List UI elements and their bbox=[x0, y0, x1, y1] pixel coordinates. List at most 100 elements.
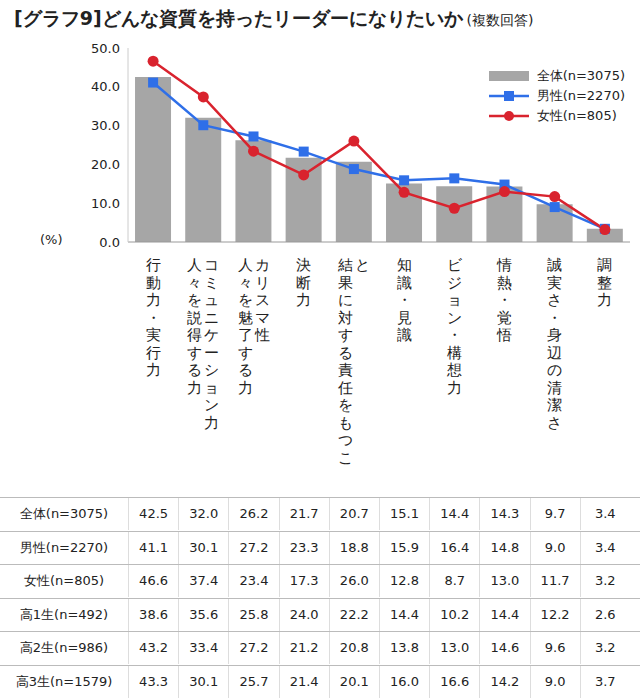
svg-text:ビ: ビ bbox=[447, 256, 463, 274]
svg-text:整: 整 bbox=[597, 274, 612, 292]
svg-text:悟: 悟 bbox=[496, 326, 512, 344]
svg-text:こ: こ bbox=[338, 449, 353, 467]
svg-text:力: 力 bbox=[597, 291, 612, 309]
svg-text:シ: シ bbox=[204, 361, 219, 379]
html-text:26.2: 26.2 bbox=[239, 506, 269, 522]
svg-text:る: る bbox=[238, 361, 253, 379]
svg-text:マ: マ bbox=[255, 309, 270, 327]
html-text:21.7: 21.7 bbox=[289, 506, 319, 522]
svg-text:・: ・ bbox=[497, 291, 512, 309]
svg-text:性: 性 bbox=[254, 326, 270, 344]
svg-text:る: る bbox=[338, 344, 353, 362]
svg-text:ケ: ケ bbox=[204, 326, 219, 344]
svg-text:行: 行 bbox=[146, 256, 161, 274]
svg-text:潔: 潔 bbox=[547, 396, 562, 414]
svg-text:ュ: ュ bbox=[204, 291, 219, 309]
svg-text:人: 人 bbox=[187, 256, 202, 274]
svg-text:力: 力 bbox=[204, 414, 219, 432]
svg-text:説: 説 bbox=[187, 309, 202, 327]
svg-text:50.0: 50.0 bbox=[91, 41, 120, 56]
svg-text:ン: ン bbox=[447, 309, 462, 327]
svg-text:0.0: 0.0 bbox=[99, 235, 120, 250]
svg-text:身: 身 bbox=[547, 326, 562, 344]
svg-text:を: を bbox=[238, 291, 253, 309]
svg-text:を: を bbox=[338, 396, 353, 414]
svg-text:行: 行 bbox=[146, 344, 161, 362]
svg-text:30.0: 30.0 bbox=[91, 118, 120, 133]
html-text:20.7: 20.7 bbox=[339, 506, 369, 522]
svg-text:想: 想 bbox=[446, 361, 462, 379]
svg-text:・: ・ bbox=[146, 309, 161, 327]
svg-text:す: す bbox=[187, 344, 202, 362]
svg-text:る: る bbox=[187, 361, 202, 379]
svg-text:さ: さ bbox=[547, 291, 562, 309]
svg-text:つ: つ bbox=[338, 431, 353, 449]
svg-text:も: も bbox=[338, 414, 353, 432]
svg-text:清: 清 bbox=[547, 379, 562, 397]
svg-text:識: 識 bbox=[397, 326, 412, 344]
svg-text:力: 力 bbox=[447, 379, 462, 397]
svg-text:任: 任 bbox=[337, 379, 353, 397]
svg-text:さ: さ bbox=[547, 414, 562, 432]
svg-text:得: 得 bbox=[187, 326, 202, 344]
svg-text:10.0: 10.0 bbox=[91, 196, 120, 211]
svg-text:コ: コ bbox=[204, 256, 219, 274]
svg-text:誠: 誠 bbox=[547, 256, 562, 274]
svg-text:ミ: ミ bbox=[204, 274, 219, 292]
svg-text:ョ: ョ bbox=[204, 379, 219, 397]
svg-text:動: 動 bbox=[146, 274, 161, 292]
svg-text:覚: 覚 bbox=[497, 309, 512, 327]
svg-text:リ: リ bbox=[255, 274, 270, 292]
svg-text:魅: 魅 bbox=[238, 309, 253, 327]
svg-text:知: 知 bbox=[397, 256, 412, 274]
svg-text:熱: 熱 bbox=[497, 274, 512, 292]
svg-text:決: 決 bbox=[296, 256, 311, 274]
svg-text:を: を bbox=[187, 291, 202, 309]
svg-text:構: 構 bbox=[447, 344, 462, 362]
svg-text:ー: ー bbox=[204, 344, 219, 362]
svg-text:識: 識 bbox=[397, 274, 412, 292]
svg-text:と: と bbox=[355, 256, 370, 274]
svg-text:見: 見 bbox=[397, 309, 412, 327]
svg-text:人: 人 bbox=[238, 256, 253, 274]
html-text:14.4: 14.4 bbox=[440, 506, 470, 522]
svg-text:々: 々 bbox=[187, 274, 202, 292]
svg-text:対: 対 bbox=[338, 309, 353, 327]
svg-text:調: 調 bbox=[597, 256, 612, 274]
html-text:15.1: 15.1 bbox=[390, 506, 419, 522]
svg-text:果: 果 bbox=[338, 274, 353, 292]
svg-text:ジ: ジ bbox=[447, 274, 462, 292]
html-text:全体(n=3075): 全体(n=3075) bbox=[19, 506, 109, 522]
svg-text:ス: ス bbox=[255, 291, 270, 309]
svg-text:力: 力 bbox=[146, 361, 161, 379]
svg-text:ニ: ニ bbox=[204, 309, 219, 327]
svg-text:辺: 辺 bbox=[547, 344, 562, 362]
svg-text:断: 断 bbox=[296, 274, 311, 292]
svg-text:実: 実 bbox=[547, 274, 562, 292]
svg-text:す: す bbox=[238, 344, 253, 362]
html-text:[グラフ9]どんな資質を持ったリーダーになりたいか (複数回: [グラフ9]どんな資質を持ったリーダーになりたいか (複数回答) bbox=[14, 7, 534, 29]
svg-text:20.0: 20.0 bbox=[91, 157, 120, 172]
svg-text:了: 了 bbox=[238, 326, 253, 344]
svg-text:責: 責 bbox=[338, 361, 353, 379]
svg-text:に: に bbox=[338, 291, 353, 309]
svg-text:力: 力 bbox=[238, 379, 253, 397]
svg-text:々: 々 bbox=[238, 274, 253, 292]
svg-text:す: す bbox=[338, 326, 353, 344]
svg-text:40.0: 40.0 bbox=[91, 79, 120, 94]
svg-text:・: ・ bbox=[547, 309, 562, 327]
svg-text:カ: カ bbox=[255, 256, 270, 274]
svg-text:情: 情 bbox=[496, 256, 512, 274]
svg-text:力: 力 bbox=[296, 291, 311, 309]
svg-text:結: 結 bbox=[337, 256, 353, 274]
svg-text:・: ・ bbox=[447, 326, 462, 344]
html-text:42.5: 42.5 bbox=[139, 506, 169, 522]
svg-text:ン: ン bbox=[204, 396, 219, 414]
svg-text:の: の bbox=[547, 361, 562, 379]
svg-text:ョ: ョ bbox=[447, 291, 462, 309]
html-text:32.0: 32.0 bbox=[189, 506, 219, 522]
svg-text:力: 力 bbox=[146, 291, 161, 309]
svg-text:・: ・ bbox=[397, 291, 412, 309]
svg-text:力: 力 bbox=[187, 379, 202, 397]
svg-text:実: 実 bbox=[146, 326, 161, 344]
